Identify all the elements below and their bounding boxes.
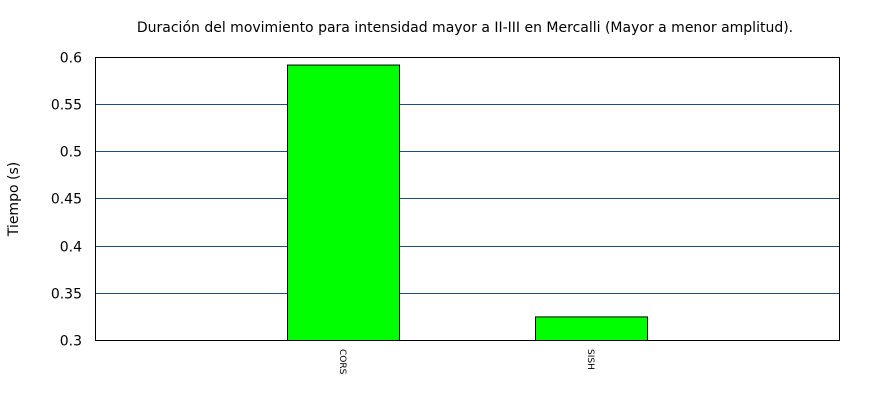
bars [287,64,648,342]
plot-frame [95,57,840,341]
y-tick-label: 0.3 [60,334,82,350]
chart-title: Duración del movimiento para intensidad … [137,20,793,36]
x-tick-label-sish: SISH [585,349,595,370]
y-tick-label: 0.55 [51,98,82,114]
grid-lines [95,104,839,294]
y-tick-label: 0.45 [51,192,82,208]
x-tick-labels: CORS SISH [337,349,595,375]
x-tick-label-cors: CORS [337,349,347,375]
y-axis-label: Tiempo (s) [6,162,22,237]
y-tick-label: 0.6 [60,51,82,67]
y-tick-labels: 0.3 0.35 0.4 0.45 0.5 0.55 0.6 [51,51,82,350]
bar-sish [535,316,648,341]
y-tick-label: 0.35 [51,287,82,303]
bar-cors [287,64,400,342]
y-tick-label: 0.5 [60,145,82,161]
y-tick-label: 0.4 [60,240,82,256]
